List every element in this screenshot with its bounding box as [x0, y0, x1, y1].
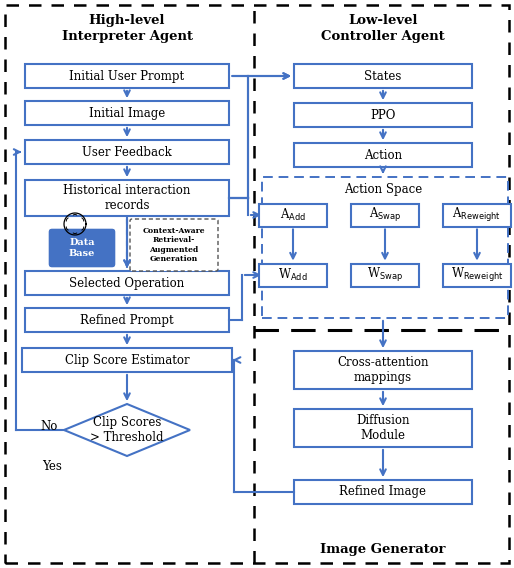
Text: W$_{\mathrm{Reweight}}$: W$_{\mathrm{Reweight}}$	[451, 266, 503, 284]
FancyBboxPatch shape	[443, 203, 511, 227]
Text: Low-level
Controller Agent: Low-level Controller Agent	[321, 14, 445, 43]
FancyBboxPatch shape	[22, 348, 232, 372]
Text: No: No	[40, 420, 58, 432]
FancyBboxPatch shape	[351, 203, 419, 227]
Text: Historical interaction
records: Historical interaction records	[63, 184, 191, 212]
Text: Clip Scores
> Threshold: Clip Scores > Threshold	[90, 416, 164, 444]
FancyBboxPatch shape	[25, 308, 229, 332]
FancyBboxPatch shape	[351, 264, 419, 286]
Text: Refined Prompt: Refined Prompt	[80, 314, 174, 327]
Text: Selected Operation: Selected Operation	[69, 277, 185, 290]
Text: Diffusion
Module: Diffusion Module	[356, 414, 410, 442]
Text: Clip Score Estimator: Clip Score Estimator	[65, 353, 189, 366]
Text: Initial Image: Initial Image	[89, 107, 165, 119]
Text: Image Generator: Image Generator	[320, 543, 446, 556]
FancyBboxPatch shape	[25, 101, 229, 125]
Text: Action: Action	[364, 148, 402, 161]
FancyBboxPatch shape	[259, 264, 327, 286]
FancyBboxPatch shape	[25, 64, 229, 88]
FancyBboxPatch shape	[294, 351, 472, 389]
FancyBboxPatch shape	[25, 140, 229, 164]
Text: Context-Aware
Retrieval-
Augmented
Generation: Context-Aware Retrieval- Augmented Gener…	[143, 227, 205, 263]
Text: Action Space: Action Space	[344, 183, 422, 196]
Text: High-level
Interpreter Agent: High-level Interpreter Agent	[62, 14, 193, 43]
FancyBboxPatch shape	[130, 219, 218, 271]
Text: User Feedback: User Feedback	[82, 145, 172, 158]
Text: Refined Image: Refined Image	[340, 486, 427, 499]
Text: W$_{\mathrm{Swap}}$: W$_{\mathrm{Swap}}$	[367, 266, 403, 284]
FancyBboxPatch shape	[48, 228, 116, 268]
Text: Yes: Yes	[42, 460, 62, 473]
Text: Cross-attention
mappings: Cross-attention mappings	[337, 356, 429, 384]
FancyBboxPatch shape	[294, 103, 472, 127]
FancyBboxPatch shape	[443, 264, 511, 286]
FancyBboxPatch shape	[294, 409, 472, 447]
Polygon shape	[64, 404, 190, 456]
Text: Data
Base: Data Base	[69, 239, 95, 258]
Text: W$_{\mathrm{Add}}$: W$_{\mathrm{Add}}$	[278, 267, 308, 283]
Text: A$_{\mathrm{Reweight}}$: A$_{\mathrm{Reweight}}$	[452, 206, 502, 224]
FancyBboxPatch shape	[294, 64, 472, 88]
Text: A$_{\mathrm{Swap}}$: A$_{\mathrm{Swap}}$	[369, 206, 401, 224]
FancyBboxPatch shape	[259, 203, 327, 227]
Text: States: States	[364, 69, 401, 82]
FancyBboxPatch shape	[25, 180, 229, 216]
Text: Initial User Prompt: Initial User Prompt	[69, 69, 185, 82]
Text: PPO: PPO	[370, 108, 396, 122]
FancyBboxPatch shape	[294, 480, 472, 504]
FancyBboxPatch shape	[294, 143, 472, 167]
Text: A$_{\mathrm{Add}}$: A$_{\mathrm{Add}}$	[280, 207, 306, 223]
FancyBboxPatch shape	[25, 271, 229, 295]
